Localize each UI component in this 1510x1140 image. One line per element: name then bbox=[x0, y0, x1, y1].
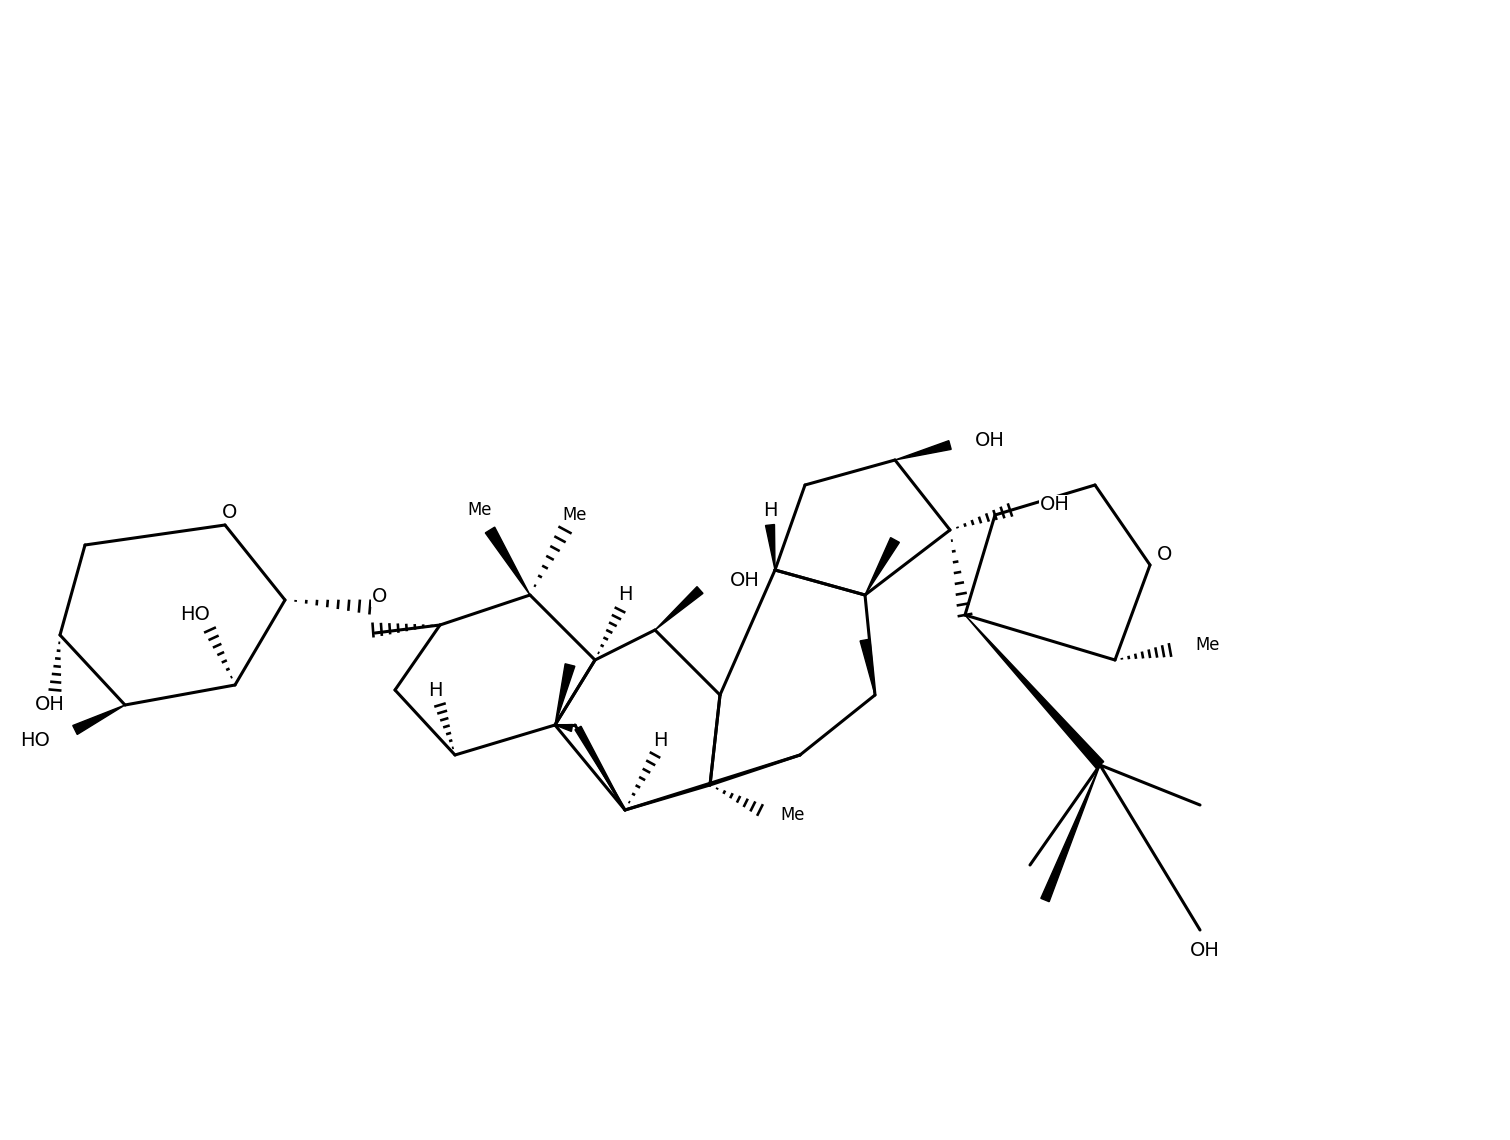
Polygon shape bbox=[895, 441, 951, 461]
Text: OH: OH bbox=[35, 695, 65, 715]
Polygon shape bbox=[1040, 765, 1099, 902]
Polygon shape bbox=[766, 524, 775, 570]
Polygon shape bbox=[556, 663, 575, 725]
Text: OH: OH bbox=[975, 431, 1004, 449]
Text: H: H bbox=[618, 586, 633, 604]
Polygon shape bbox=[965, 614, 1104, 768]
Text: O: O bbox=[373, 587, 388, 606]
Text: HO: HO bbox=[20, 731, 50, 749]
Polygon shape bbox=[556, 725, 572, 732]
Text: H: H bbox=[652, 731, 667, 749]
Text: Me: Me bbox=[563, 506, 587, 524]
Text: Me: Me bbox=[781, 806, 805, 824]
Text: O: O bbox=[222, 503, 237, 521]
Polygon shape bbox=[865, 538, 900, 595]
Text: HO: HO bbox=[180, 605, 210, 625]
Text: OH: OH bbox=[1040, 496, 1071, 514]
Text: Me: Me bbox=[468, 500, 492, 519]
Text: Me: Me bbox=[1194, 636, 1220, 654]
Text: H: H bbox=[763, 500, 778, 520]
Polygon shape bbox=[575, 726, 625, 811]
Text: O: O bbox=[1157, 546, 1173, 564]
Polygon shape bbox=[655, 587, 704, 630]
Text: OH: OH bbox=[1190, 940, 1220, 960]
Polygon shape bbox=[72, 705, 125, 734]
Polygon shape bbox=[861, 640, 874, 695]
Polygon shape bbox=[485, 527, 530, 595]
Text: H: H bbox=[427, 681, 442, 700]
Text: OH: OH bbox=[729, 570, 760, 589]
Text: Me: Me bbox=[468, 500, 492, 519]
